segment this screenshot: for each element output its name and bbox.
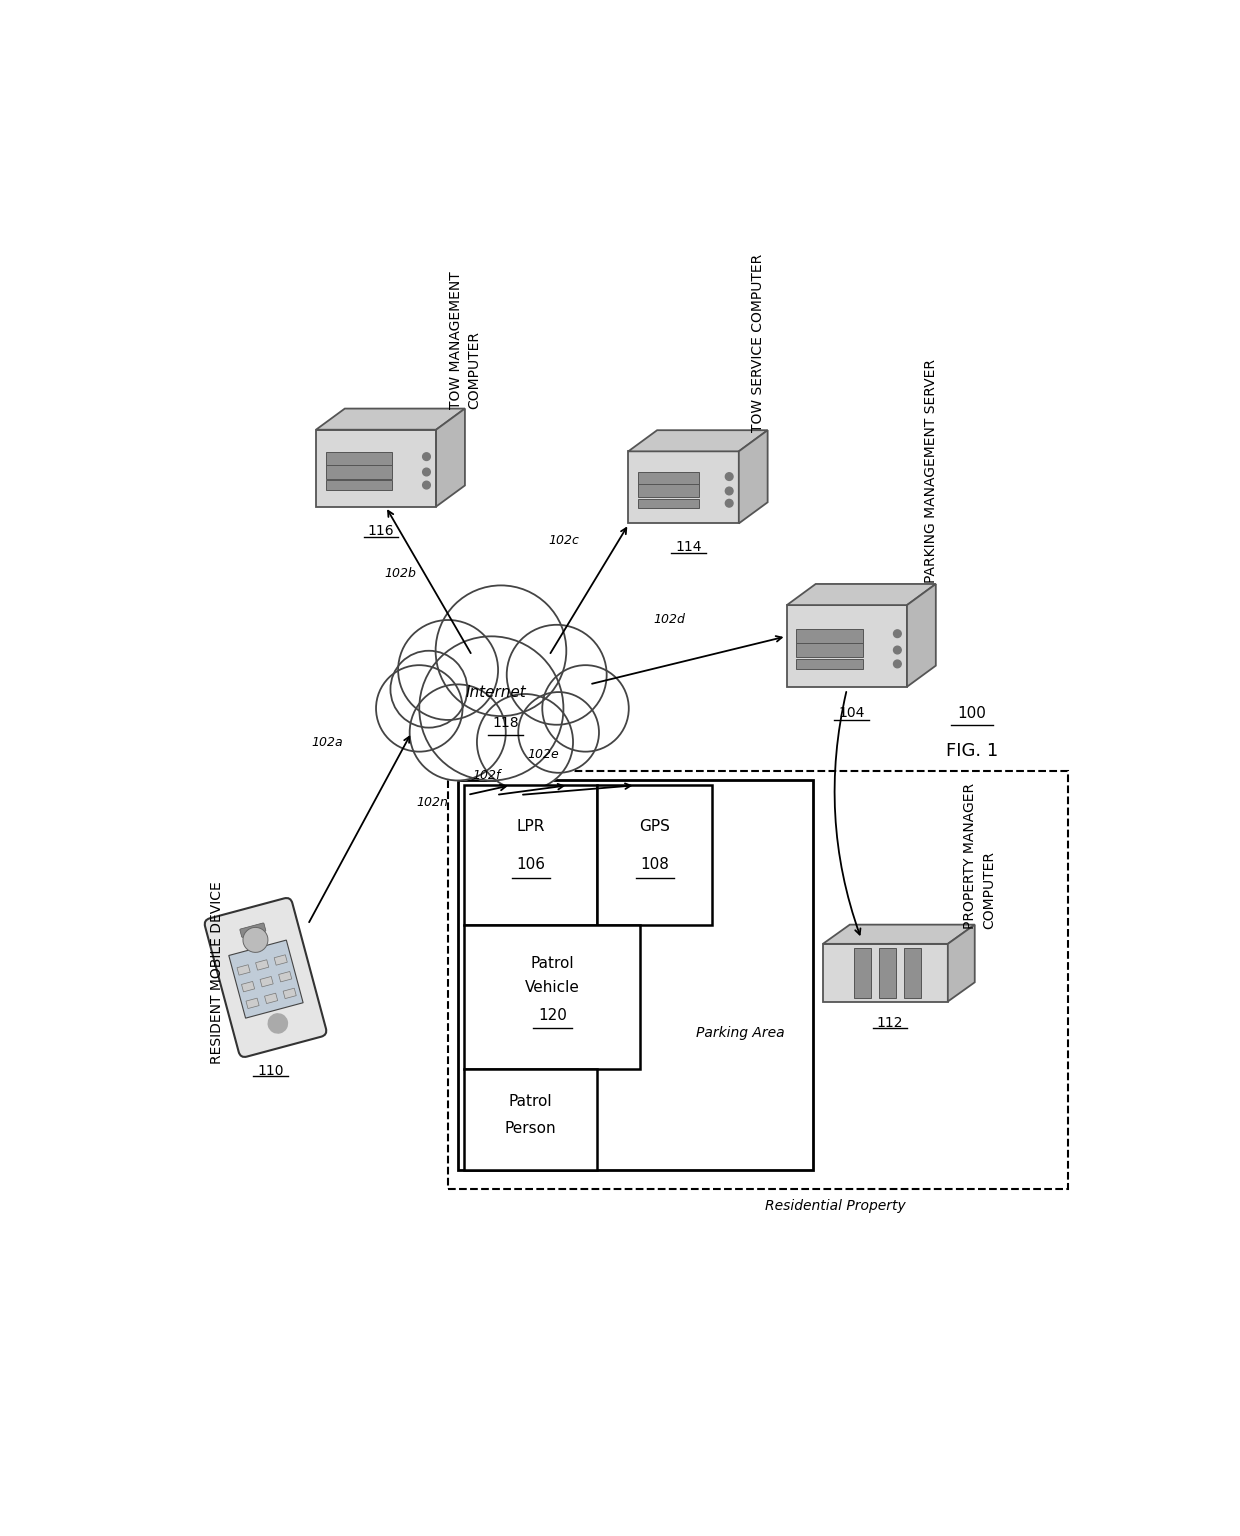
Polygon shape	[316, 430, 436, 507]
Circle shape	[894, 647, 901, 654]
FancyBboxPatch shape	[465, 1069, 596, 1170]
FancyBboxPatch shape	[205, 899, 326, 1057]
FancyBboxPatch shape	[242, 982, 254, 992]
Text: TOW MANAGEMENT: TOW MANAGEMENT	[449, 270, 463, 409]
Text: RESIDENT MOBILE DEVICE: RESIDENT MOBILE DEVICE	[210, 882, 223, 1064]
Polygon shape	[629, 452, 739, 524]
FancyBboxPatch shape	[264, 994, 278, 1003]
Text: Patrol: Patrol	[508, 1095, 553, 1109]
Circle shape	[725, 487, 733, 495]
Text: TOW SERVICE COMPUTER: TOW SERVICE COMPUTER	[751, 253, 765, 432]
Circle shape	[398, 621, 498, 720]
FancyBboxPatch shape	[274, 955, 288, 965]
Polygon shape	[316, 409, 465, 430]
Text: 106: 106	[516, 857, 546, 872]
Polygon shape	[629, 430, 768, 452]
Text: Person: Person	[505, 1121, 557, 1137]
Circle shape	[518, 693, 599, 773]
Text: LPR: LPR	[517, 819, 544, 834]
Text: 102c: 102c	[548, 533, 579, 547]
FancyBboxPatch shape	[465, 785, 596, 925]
FancyBboxPatch shape	[637, 472, 698, 485]
FancyBboxPatch shape	[458, 780, 813, 1170]
FancyBboxPatch shape	[255, 960, 269, 971]
Circle shape	[376, 665, 463, 751]
FancyBboxPatch shape	[283, 988, 296, 998]
Circle shape	[409, 685, 506, 780]
Text: 102n: 102n	[417, 796, 449, 809]
Polygon shape	[823, 943, 947, 1001]
Text: Internet: Internet	[466, 685, 527, 699]
Text: 120: 120	[538, 1009, 567, 1023]
Circle shape	[894, 660, 901, 668]
Circle shape	[391, 651, 467, 728]
FancyBboxPatch shape	[237, 965, 250, 975]
Text: 102a: 102a	[311, 736, 343, 748]
FancyBboxPatch shape	[465, 925, 640, 1069]
Circle shape	[507, 625, 606, 725]
Polygon shape	[947, 925, 975, 1001]
Text: PARKING MANAGEMENT SERVER: PARKING MANAGEMENT SERVER	[924, 359, 939, 584]
Circle shape	[894, 630, 901, 637]
Text: Patrol: Patrol	[531, 955, 574, 971]
Circle shape	[435, 585, 567, 716]
Text: 118: 118	[492, 716, 520, 730]
FancyBboxPatch shape	[796, 659, 863, 668]
FancyBboxPatch shape	[879, 948, 897, 998]
Circle shape	[542, 665, 629, 751]
Text: FIG. 1: FIG. 1	[946, 742, 998, 760]
Text: 104: 104	[838, 707, 866, 720]
FancyBboxPatch shape	[796, 642, 863, 657]
FancyBboxPatch shape	[854, 948, 872, 998]
FancyBboxPatch shape	[448, 771, 1068, 1189]
Polygon shape	[823, 925, 975, 943]
FancyBboxPatch shape	[326, 465, 392, 479]
Text: COMPUTER: COMPUTER	[467, 330, 481, 409]
Polygon shape	[787, 605, 906, 687]
Circle shape	[243, 928, 268, 952]
Text: 102b: 102b	[384, 567, 415, 581]
Text: 102f: 102f	[472, 770, 501, 782]
Circle shape	[423, 481, 430, 488]
FancyBboxPatch shape	[279, 971, 291, 982]
Circle shape	[477, 694, 573, 790]
FancyBboxPatch shape	[239, 923, 265, 937]
Text: 110: 110	[257, 1064, 284, 1078]
Text: Vehicle: Vehicle	[525, 980, 580, 995]
Text: GPS: GPS	[640, 819, 670, 834]
Text: 102d: 102d	[653, 613, 684, 627]
Text: Parking Area: Parking Area	[696, 1026, 785, 1040]
Text: 100: 100	[957, 707, 986, 720]
FancyBboxPatch shape	[637, 499, 698, 507]
Circle shape	[419, 636, 563, 780]
FancyBboxPatch shape	[596, 785, 712, 925]
FancyBboxPatch shape	[326, 481, 392, 490]
FancyBboxPatch shape	[246, 998, 259, 1009]
FancyBboxPatch shape	[637, 484, 698, 498]
FancyBboxPatch shape	[904, 948, 921, 998]
Text: 112: 112	[877, 1015, 904, 1031]
Polygon shape	[906, 584, 936, 687]
FancyBboxPatch shape	[326, 452, 392, 465]
Polygon shape	[436, 409, 465, 507]
Text: Residential Property: Residential Property	[765, 1198, 905, 1212]
Circle shape	[268, 1014, 288, 1034]
Text: 102e: 102e	[528, 748, 559, 760]
Polygon shape	[787, 584, 936, 605]
Text: 108: 108	[640, 857, 670, 872]
Text: 116: 116	[367, 524, 394, 538]
Circle shape	[423, 468, 430, 476]
Polygon shape	[739, 430, 768, 524]
FancyBboxPatch shape	[260, 977, 273, 986]
Circle shape	[725, 473, 733, 481]
Circle shape	[423, 453, 430, 461]
Text: PROPERTY MANAGER: PROPERTY MANAGER	[962, 783, 977, 929]
Text: 114: 114	[675, 541, 702, 554]
FancyBboxPatch shape	[228, 940, 303, 1018]
Text: COMPUTER: COMPUTER	[982, 851, 996, 929]
FancyBboxPatch shape	[796, 628, 863, 644]
Circle shape	[725, 499, 733, 507]
